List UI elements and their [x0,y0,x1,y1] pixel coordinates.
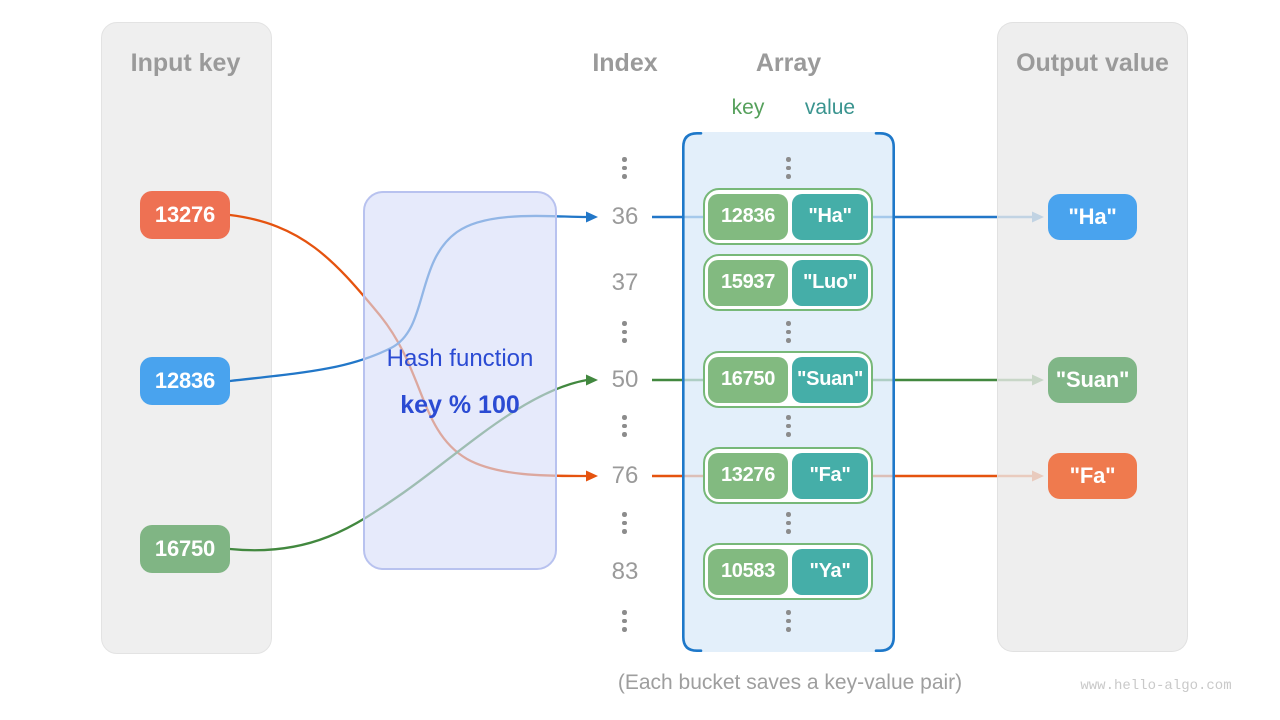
index-ellipsis-icon [622,157,627,179]
output-value-panel [997,22,1188,652]
hash-function-box [363,191,557,570]
index-83: 83 [611,558,639,585]
index-ellipsis-icon [622,415,627,437]
array-ellipsis-icon [786,415,791,437]
output-panel-title: Output value [1016,49,1169,77]
bucket-value: "Fa" [792,452,868,499]
curve-13276-to-76 [228,213,589,478]
array-right-bracket [874,132,895,652]
bucket-13276-fa: 13276 "Fa" [703,447,873,504]
index-column-title: Index [592,49,658,77]
arrowhead-into-output-ha [1032,211,1044,223]
array-ellipsis-icon [786,610,791,632]
bucket-key: 13276 [708,452,788,499]
array-ellipsis-icon [786,512,791,534]
input-key-13276: 13276 [140,191,230,239]
key-header-label: key [731,96,765,119]
arrowhead-into-index-36 [586,211,598,223]
bucket-key: 16750 [708,356,788,403]
bucket-key: 15937 [708,259,788,306]
output-value-suan: "Suan" [1048,357,1137,403]
arrowhead-into-output-fa [1032,470,1044,482]
index-37: 37 [611,269,639,296]
array-ellipsis-icon [786,321,791,343]
bucket-key: 10583 [708,548,788,595]
index-ellipsis-icon [622,610,627,632]
bucket-15937-luo: 15937 "Luo" [703,254,873,311]
hash-function-formula: key % 100 [400,391,520,419]
bucket-16750-suan: 16750 "Suan" [703,351,873,408]
diagram-caption: (Each bucket saves a key-value pair) [617,671,963,694]
value-header-label: value [804,96,856,119]
output-value-ha: "Ha" [1048,194,1137,240]
input-key-panel [101,22,272,654]
bucket-value: "Ya" [792,548,868,595]
bucket-10583-ya: 10583 "Ya" [703,543,873,600]
index-ellipsis-icon [622,512,627,534]
input-key-12836: 12836 [140,357,230,405]
array-left-bracket [682,132,703,652]
hash-function-label: Hash function [386,345,534,372]
index-50: 50 [611,366,639,393]
array-container [682,132,895,652]
output-value-fa: "Fa" [1048,453,1137,499]
arrowhead-into-index-50 [586,374,598,386]
bucket-12836-ha: 12836 "Ha" [703,188,873,245]
index-76: 76 [611,462,639,489]
curve-12836-to-36 [228,214,589,383]
curve-16750-to-50 [228,378,589,552]
input-panel-title: Input key [130,49,241,77]
arrowhead-into-output-suan [1032,374,1044,386]
index-ellipsis-icon [622,321,627,343]
bucket-value: "Luo" [792,259,868,306]
bucket-key: 12836 [708,193,788,240]
array-title: Array [755,49,822,77]
arrowhead-into-index-76 [586,470,598,482]
input-key-16750: 16750 [140,525,230,573]
index-36: 36 [611,203,639,230]
bucket-value: "Suan" [792,356,868,403]
array-ellipsis-icon [786,157,791,179]
watermark: www.hello-algo.com [1080,678,1232,694]
bucket-value: "Ha" [792,193,868,240]
